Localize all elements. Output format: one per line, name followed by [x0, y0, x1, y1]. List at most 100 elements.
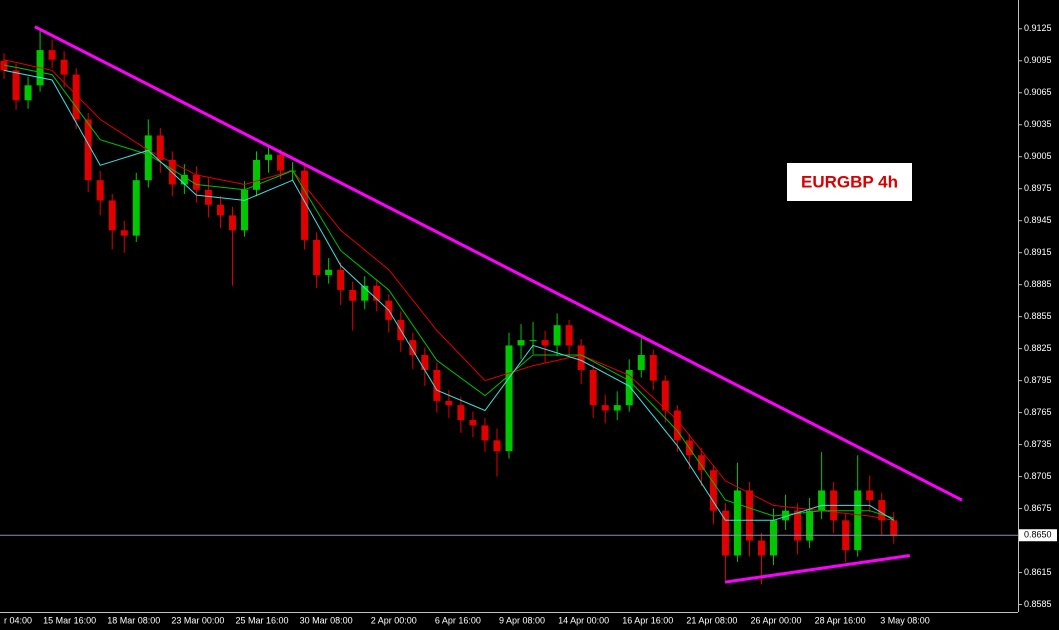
candle-body	[553, 325, 561, 346]
candle-body	[265, 154, 273, 160]
candle-body	[349, 290, 357, 301]
candle-body	[361, 285, 369, 301]
current-price-box	[1019, 529, 1057, 542]
y-tick-label: 0.8615	[1024, 567, 1052, 577]
x-tick-label: 16 Apr 16:00	[622, 615, 673, 625]
candle-body	[818, 490, 826, 511]
candle-body	[721, 510, 729, 556]
candle-body	[216, 204, 224, 216]
chart-title: EURGBP 4h	[801, 172, 898, 191]
candle-body	[745, 490, 753, 541]
x-tick-label: 26 Apr 00:00	[751, 615, 802, 625]
candle-body	[854, 490, 862, 551]
y-tick-label: 0.8795	[1024, 375, 1052, 385]
candle-body	[733, 490, 741, 556]
candle-body	[433, 369, 441, 401]
candle-body	[277, 154, 285, 171]
candle-body	[613, 405, 621, 411]
y-tick-label: 0.8885	[1024, 279, 1052, 289]
candle-body	[72, 74, 80, 120]
candle-body	[529, 340, 537, 342]
x-tick-label: 28 Apr 16:00	[815, 615, 866, 625]
candle-body	[421, 355, 429, 370]
candle-body	[782, 510, 790, 521]
candle-body	[253, 159, 261, 190]
y-tick-label: 0.8765	[1024, 407, 1052, 417]
moving-average	[3, 59, 894, 521]
candle-body	[192, 174, 200, 190]
y-tick-label: 0.8915	[1024, 247, 1052, 257]
candle-body	[770, 520, 778, 556]
x-tick-label: 14 Apr 00:00	[558, 615, 609, 625]
y-tick-label: 0.9005	[1024, 151, 1052, 161]
candle-body	[890, 520, 898, 536]
candle-body	[757, 540, 765, 556]
candle-body	[589, 369, 597, 406]
y-tick-label: 0.8705	[1024, 471, 1052, 481]
candle-body	[649, 355, 657, 381]
candle-body	[866, 490, 874, 501]
candle-body	[625, 369, 633, 406]
candle-body	[132, 180, 140, 236]
candle-body	[806, 510, 814, 541]
trendline	[724, 554, 911, 584]
candle-body	[96, 180, 104, 201]
candle-body	[505, 345, 513, 452]
candle-body	[469, 420, 477, 426]
candle-body	[120, 230, 128, 236]
candle-body	[457, 405, 465, 421]
x-tick-label: r 04:00	[4, 615, 32, 625]
candle-body	[445, 400, 453, 406]
candle-body	[0, 60, 8, 71]
candle-body	[204, 189, 212, 205]
y-tick-label: 0.9125	[1024, 23, 1052, 33]
candle-body	[577, 345, 585, 370]
candle-body	[794, 510, 802, 541]
x-tick-label: 18 Mar 08:00	[107, 615, 160, 625]
candle-body	[313, 239, 321, 276]
candle-body	[493, 440, 501, 452]
y-tick-label: 0.8855	[1024, 311, 1052, 321]
candle-body	[565, 325, 573, 346]
y-tick-label: 0.9035	[1024, 119, 1052, 129]
y-tick-label: 0.8735	[1024, 439, 1052, 449]
candle-body	[84, 119, 92, 181]
candle-body	[301, 170, 309, 240]
y-tick-label: 0.8675	[1024, 503, 1052, 513]
candle-body	[709, 470, 717, 511]
trendline	[34, 25, 963, 502]
candle-body	[156, 135, 164, 160]
candle-body	[409, 340, 417, 356]
candle-body	[601, 405, 609, 411]
x-tick-label: 23 Mar 00:00	[171, 615, 224, 625]
y-tick-label: 0.9095	[1024, 55, 1052, 65]
moving-average	[3, 64, 894, 519]
y-tick-label: 0.9065	[1024, 87, 1052, 97]
y-tick-label: 0.8945	[1024, 215, 1052, 225]
y-tick-label: 0.8585	[1024, 599, 1052, 609]
plot	[0, 25, 963, 585]
candle-body	[661, 380, 669, 411]
candle-body	[108, 200, 116, 231]
x-tick-label: 30 Mar 08:00	[300, 615, 353, 625]
candle-body	[541, 340, 549, 346]
moving-average	[3, 69, 895, 521]
candle-body	[337, 269, 345, 291]
candle-body	[517, 340, 525, 346]
candle-body	[24, 85, 32, 101]
candle-body	[228, 215, 236, 231]
x-tick-label: 25 Mar 16:00	[236, 615, 289, 625]
title-box	[787, 163, 912, 201]
candle-body	[637, 355, 645, 370]
candle-body	[180, 174, 188, 185]
x-tick-label: 15 Mar 16:00	[43, 615, 96, 625]
candle-body	[48, 50, 56, 60]
current-price-label: 0.8650	[1024, 530, 1052, 540]
candle-body	[878, 500, 886, 521]
candle-body	[325, 269, 333, 276]
x-tick-label: 3 May 08:00	[880, 615, 930, 625]
candle-body	[697, 455, 705, 471]
